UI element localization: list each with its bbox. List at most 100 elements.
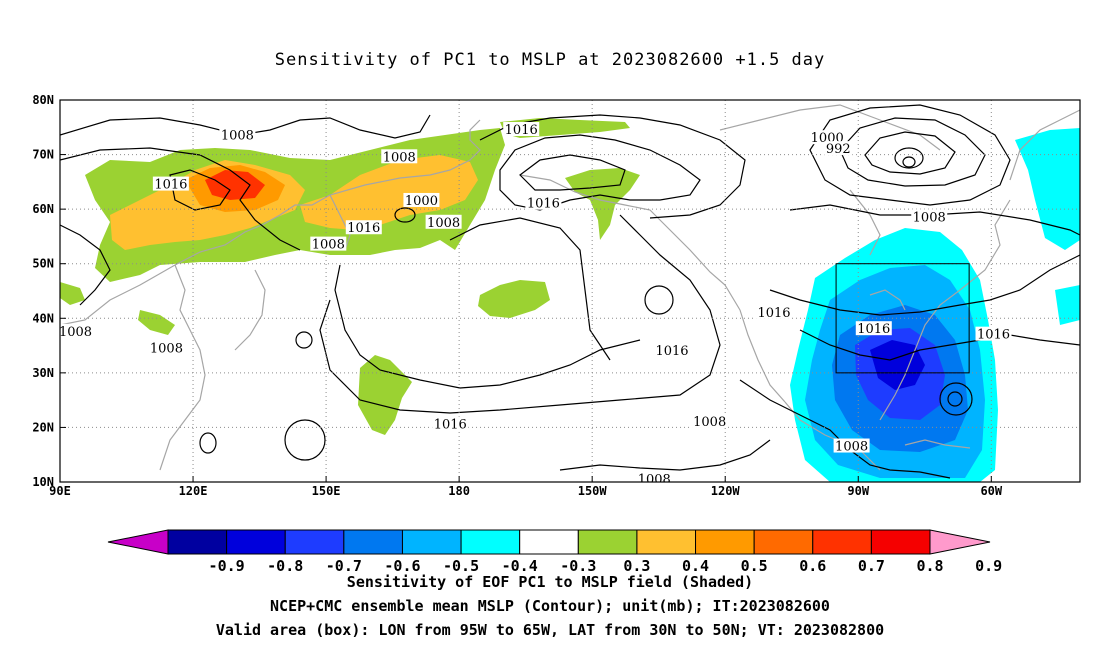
contour-label: 992	[826, 142, 851, 157]
contour-labels: 1008101610081016100010081016101610081000…	[59, 122, 1012, 482]
contour-greenland-low-outer	[809, 104, 1011, 206]
caption-line-1: Sensitivity of EOF PC1 to MSLP field (Sh…	[346, 573, 754, 591]
lat-tick-label: 30N	[32, 366, 54, 380]
contour-greenland-low-inner	[864, 131, 956, 175]
contour-japan-sea	[394, 207, 416, 223]
coastline-asia	[60, 119, 481, 326]
contour-greenland-low-center	[902, 156, 916, 168]
colorbar-label: -0.9	[209, 557, 245, 575]
lat-tick-label: 60N	[32, 202, 54, 216]
contour-label: 1016	[505, 123, 538, 138]
longitude-tick-labels: 90E 120E 150E 180 150W 120W 90W 60W	[49, 484, 1003, 498]
colorbar-triangle-low	[107, 529, 169, 555]
colorbar-label: 0.8	[916, 557, 943, 575]
lon-tick-label: 90W	[847, 484, 869, 498]
coastline-mexico-central-america	[784, 401, 881, 471]
coastline-north-america-west	[739, 309, 786, 403]
colorbar-label: -0.6	[384, 557, 420, 575]
contour-label: 1000	[405, 194, 438, 209]
colorbar-label: -0.4	[502, 557, 538, 575]
green-region-alaska	[565, 168, 640, 240]
colorbar-swatch	[812, 529, 872, 555]
lon-tick-label: 90E	[49, 484, 71, 498]
colorbar-swatch	[167, 529, 228, 555]
contour-label-bg	[503, 122, 540, 137]
contour-label-bg	[824, 141, 853, 156]
contour-label: 1008	[59, 325, 92, 340]
cyan-region-east-atlantic	[1055, 285, 1080, 325]
lon-tick-label: 180	[448, 484, 470, 498]
coastline-great-lakes	[869, 289, 906, 311]
contour-label: 1008	[427, 216, 460, 231]
lat-tick-label: 10N	[32, 475, 54, 489]
contour-1016-us-south	[799, 329, 1080, 361]
contour-cyclone-wp-1	[199, 432, 217, 454]
caption-line-2: NCEP+CMC ensemble mean MSLP (Contour); u…	[270, 597, 830, 615]
lon-tick-label: 150E	[312, 484, 341, 498]
contour-north-pacific-low-3	[479, 114, 746, 219]
lon-tick-label: 60W	[980, 484, 1002, 498]
contour-label: 1008	[693, 415, 726, 430]
colorbar-swatch	[577, 529, 638, 555]
contour-label-bg	[432, 416, 469, 431]
green-region-china	[60, 282, 85, 305]
colorbar-swatch	[519, 529, 579, 555]
negative-sensitivity-shading	[790, 128, 1080, 482]
coastline-hudson-bay	[849, 189, 881, 256]
colorbar-swatch	[870, 529, 931, 555]
contour-label: 1016	[527, 197, 560, 212]
contour-greenland-low-mid	[839, 117, 986, 187]
contour-label: 1008	[150, 341, 183, 356]
contour-label-bg	[691, 413, 728, 428]
red-region	[205, 170, 265, 200]
colorbar-label: -0.3	[560, 557, 596, 575]
coastline-japan	[234, 269, 266, 351]
lon-tick-label: 120E	[179, 484, 208, 498]
lat-tick-label: 70N	[32, 148, 54, 162]
contour-label: 1016	[857, 322, 890, 337]
contour-1016-north-pacific	[449, 217, 611, 361]
contour-label: 1016	[655, 344, 688, 359]
contour-label-bg	[654, 343, 690, 358]
map-frame	[59, 99, 1081, 483]
coastline-kamchatka	[329, 194, 351, 251]
contour-label-bg	[425, 214, 462, 229]
contour-hurricane-outer	[939, 382, 973, 416]
contour-greenland-low-core	[894, 147, 924, 169]
colorbar-swatch	[284, 529, 345, 555]
colorbar-label: 0.5	[741, 557, 768, 575]
contour-1016-mongolia	[169, 169, 231, 211]
map-plot-area: 1008101610081016100010081016101610081000…	[59, 100, 1080, 482]
colorbar-swatch	[401, 529, 462, 555]
colorbar-label: 0.7	[858, 557, 885, 575]
lon-tick-label: 120W	[711, 484, 741, 498]
colorbar-swatch	[460, 529, 521, 555]
lat-tick-label: 50N	[32, 257, 54, 271]
contour-label-bg	[345, 220, 382, 235]
contour-label: 1008	[383, 150, 416, 165]
contour-label-bg	[219, 127, 256, 142]
contour-north-pacific-low-2	[519, 154, 626, 191]
chart-title: Sensitivity of PC1 to MSLP at 2023082600…	[274, 50, 826, 70]
contour-1016-china	[60, 224, 111, 306]
colorbar-label: 0.3	[623, 557, 650, 575]
valid-area-box	[835, 263, 970, 374]
contour-1008-north	[60, 147, 301, 251]
contour-cyclone-wp-2	[295, 331, 313, 349]
colorbar-swatch	[226, 529, 286, 555]
axis-ticks	[59, 99, 992, 483]
contour-label-bg	[403, 192, 440, 207]
contour-label: 1008	[835, 440, 868, 455]
coastlines	[60, 104, 1080, 471]
latitude-tick-labels: 80N 70N 60N 50N 40N 30N 20N 10N	[32, 93, 54, 489]
green-region-north-pacific	[478, 280, 550, 318]
colorbar-label: 0.6	[799, 557, 826, 575]
colorbar-triangle-high	[929, 529, 991, 555]
contour-1008-pacific-south	[559, 439, 771, 471]
contour-label-bg	[152, 176, 189, 191]
colorbar-label: 0.9	[975, 557, 1002, 575]
colorbar-swatch	[343, 529, 403, 555]
contour-label-bg	[855, 321, 892, 336]
colorbar-label: -0.8	[267, 557, 303, 575]
